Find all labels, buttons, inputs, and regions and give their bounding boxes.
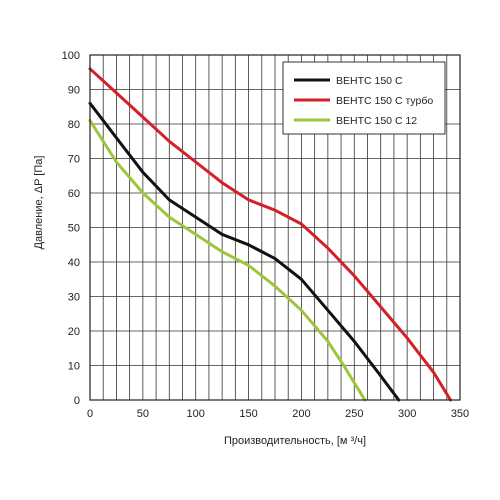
y-tick-label: 10 (68, 361, 80, 373)
y-axis-label: Давление, ΔP [Па] (33, 156, 45, 250)
legend: ВЕНТС 150 С ВЕНТС 150 С турбо ВЕНТС 150 С … (282, 61, 446, 135)
y-tick-label: 0 (74, 395, 80, 407)
series-line-3 (88, 119, 367, 402)
x-tick-label: 250 (345, 408, 363, 420)
y-tick-label: 100 (62, 50, 80, 62)
series-line-2 (88, 67, 452, 402)
plot-frame (89, 54, 461, 401)
x-tick-label: 100 (187, 408, 205, 420)
legend-box (282, 61, 446, 135)
y-tick-label: 20 (68, 326, 80, 338)
series-line-1 (88, 101, 401, 402)
series-lines (88, 67, 452, 402)
y-tick-label: 70 (68, 154, 80, 166)
x-tick-label: 350 (451, 408, 469, 420)
x-tick-label: 300 (398, 408, 416, 420)
x-tick-label: 200 (292, 408, 310, 420)
y-axis-ticks: 0 10 20 30 40 50 60 70 80 90 100 (62, 50, 80, 407)
x-tick-label: 50 (137, 408, 149, 420)
x-tick-label: 150 (239, 408, 257, 420)
legend-label: ВЕНТС 150 С (336, 75, 403, 87)
legend-label: ВЕНТС 150 С турбо (336, 95, 433, 107)
x-tick-label: 0 (87, 408, 93, 420)
y-tick-label: 40 (68, 257, 80, 269)
y-tick-label: 90 (68, 85, 80, 97)
y-tick-label: 50 (68, 223, 80, 235)
y-tick-label: 80 (68, 119, 80, 131)
legend-label: ВЕНТС 150 С 12 (336, 115, 417, 127)
y-tick-label: 30 (68, 292, 80, 304)
x-axis-ticks: 0 50 100 150 200 250 300 350 (87, 408, 469, 420)
x-axis-label: Производительность, [м ³/ч] (224, 435, 366, 447)
y-tick-label: 60 (68, 188, 80, 200)
